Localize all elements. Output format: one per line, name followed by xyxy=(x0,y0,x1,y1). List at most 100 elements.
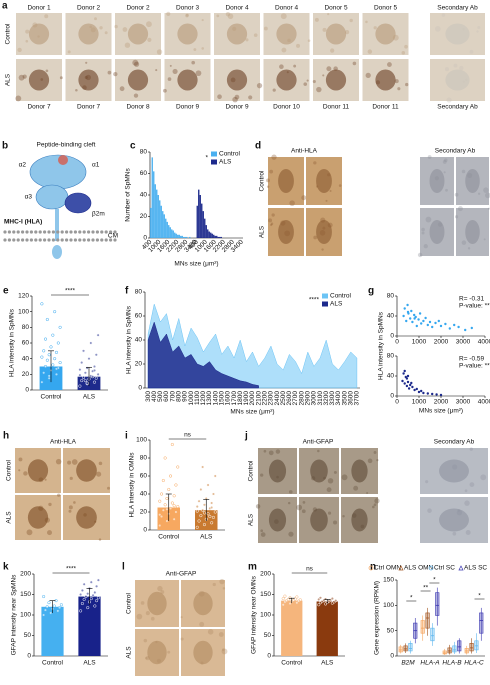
data-point xyxy=(174,483,178,487)
x-tick-label: 800 xyxy=(176,391,183,402)
data-point xyxy=(417,318,420,321)
y-tick-label: 0 xyxy=(143,527,147,534)
texture xyxy=(232,96,238,103)
texture xyxy=(455,215,459,219)
texture xyxy=(221,648,225,652)
cell-body xyxy=(76,459,97,482)
x-tick-label: 2000 xyxy=(249,391,256,406)
cell-body xyxy=(310,508,328,532)
data-point xyxy=(413,317,416,320)
box xyxy=(435,592,440,616)
texture xyxy=(485,192,490,199)
texture xyxy=(18,74,25,81)
texture xyxy=(248,95,253,100)
data-point xyxy=(53,357,57,361)
texture xyxy=(85,61,88,64)
peptide xyxy=(58,155,68,165)
data-point xyxy=(59,603,63,607)
x-tick-label: 1800 xyxy=(237,391,244,406)
panel-letter: l xyxy=(122,562,125,573)
x-tick-label: 1000 xyxy=(412,399,427,406)
lipid xyxy=(104,238,108,242)
data-point xyxy=(54,350,59,354)
texture xyxy=(443,171,446,174)
data-point xyxy=(91,593,95,597)
texture xyxy=(73,501,76,504)
texture xyxy=(217,94,222,100)
box xyxy=(479,612,484,634)
data-point xyxy=(453,323,456,327)
texture xyxy=(427,508,432,513)
lipid xyxy=(3,238,7,242)
data-point xyxy=(415,324,418,328)
panel-letter: j xyxy=(244,431,248,442)
texture xyxy=(289,200,295,206)
data-point xyxy=(92,364,97,369)
texture xyxy=(55,458,62,465)
texture xyxy=(469,482,475,488)
data-point xyxy=(93,604,97,608)
texture xyxy=(367,458,373,464)
texture xyxy=(454,192,459,197)
x-tick-label: 3500 xyxy=(341,391,348,406)
texture xyxy=(322,74,325,77)
bar xyxy=(162,211,164,238)
panel-letter: c xyxy=(130,141,136,152)
texture xyxy=(421,227,425,232)
texture xyxy=(464,489,468,493)
texture xyxy=(156,49,163,55)
box xyxy=(474,640,479,651)
data-point xyxy=(158,513,162,517)
legend-swatch xyxy=(211,151,217,157)
row-label: Control xyxy=(6,459,13,481)
x-tick-label: 1400 xyxy=(212,391,219,406)
y-tick-label: 60 xyxy=(140,170,148,177)
x-tick-label: B2M xyxy=(401,660,415,667)
data-point xyxy=(165,507,169,511)
data-point xyxy=(295,595,299,599)
lipid xyxy=(12,230,16,234)
bar xyxy=(163,214,165,238)
texture xyxy=(146,21,152,28)
data-point xyxy=(172,494,176,498)
bar xyxy=(316,601,338,656)
texture xyxy=(245,38,249,42)
texture xyxy=(275,449,281,454)
y-tick-label: 100 xyxy=(20,612,31,619)
donor-label: Donor 9 xyxy=(176,104,200,111)
x-tick-label: 3000 xyxy=(456,339,471,346)
cell-body xyxy=(325,23,347,45)
data-point xyxy=(47,374,51,378)
bar xyxy=(198,189,200,238)
data-point xyxy=(79,609,83,613)
lipid xyxy=(38,238,42,242)
texture xyxy=(333,470,337,474)
x-tick-label: 600 xyxy=(163,391,170,402)
texture xyxy=(271,213,275,217)
label: MHC-I (HLA) xyxy=(4,219,42,226)
y-tick-label: 40 xyxy=(140,192,148,199)
row-label: Control xyxy=(259,170,266,192)
bar xyxy=(199,195,201,238)
data-point xyxy=(45,317,49,322)
legend-marker xyxy=(368,565,374,571)
texture xyxy=(263,26,268,31)
texture xyxy=(216,14,220,18)
bar xyxy=(186,236,188,238)
data-point xyxy=(43,337,48,341)
texture xyxy=(405,82,409,87)
donor-label: Secondary Ab xyxy=(437,104,478,111)
texture xyxy=(373,26,377,30)
data-point xyxy=(210,501,214,505)
data-point xyxy=(439,324,443,328)
texture xyxy=(313,235,318,240)
texture xyxy=(133,93,139,98)
legend-swatch xyxy=(211,159,217,165)
data-point xyxy=(213,474,217,478)
legend-label: Ctrl SC xyxy=(434,565,455,572)
cell-body xyxy=(268,508,287,532)
texture xyxy=(394,79,399,84)
lipid xyxy=(3,230,7,234)
lipid xyxy=(34,238,38,242)
cell-body xyxy=(445,23,470,45)
